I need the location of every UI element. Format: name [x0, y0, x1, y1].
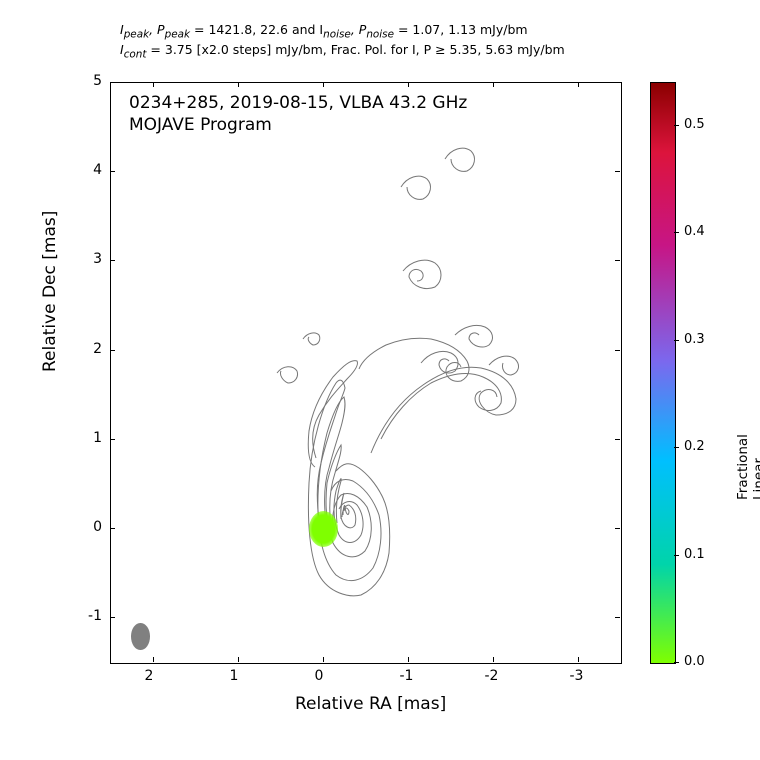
x-tick-mark [493, 82, 494, 87]
colorbar [650, 82, 676, 664]
y-tick-mark [110, 528, 115, 529]
y-axis-label: Relative Dec [mas] [40, 211, 60, 372]
hdr-t: = 3.75 [x2.0 steps] mJy/bm, Frac. Pol. f… [146, 42, 564, 57]
contour-path [455, 325, 492, 347]
x-tick-label: -2 [485, 668, 499, 684]
hdr-t: = 1421.8, 22.6 and I [190, 22, 323, 37]
hdr-t: noise [366, 29, 394, 41]
hdr-t: peak [124, 29, 149, 41]
beam-ellipse [131, 623, 150, 650]
x-tick-mark [578, 82, 579, 87]
x-tick-mark [238, 657, 239, 662]
hdr-t: = 1.07, 1.13 mJy/bm [394, 22, 528, 37]
figure-root: Ipeak, Ppeak = 1421.8, 22.6 and Inoise, … [0, 0, 760, 760]
x-tick-mark [323, 657, 324, 662]
y-tick-label: -1 [62, 608, 102, 624]
colorbar-tick-mark [674, 232, 679, 233]
colorbar-tick-mark [674, 340, 679, 341]
contour-path [401, 176, 430, 199]
contour-map [111, 83, 621, 663]
contour-path [445, 148, 474, 171]
y-tick-label: 5 [62, 73, 102, 89]
colorbar-tick-label: 0.2 [684, 439, 705, 454]
colorbar-tick-label: 0.0 [684, 654, 705, 669]
y-tick-mark [615, 171, 620, 172]
contour-path [318, 397, 381, 581]
y-tick-label: 4 [62, 162, 102, 178]
y-tick-mark [615, 439, 620, 440]
y-tick-mark [110, 260, 115, 261]
x-tick-mark [408, 657, 409, 662]
x-tick-label: -1 [400, 668, 414, 684]
x-tick-label: 0 [315, 668, 324, 684]
y-tick-mark [615, 528, 620, 529]
header-titles: Ipeak, Ppeak = 1421.8, 22.6 and Inoise, … [120, 22, 565, 61]
colorbar-tick-label: 0.1 [684, 547, 705, 562]
y-tick-mark [110, 617, 115, 618]
colorbar-tick-label: 0.3 [684, 332, 705, 347]
contour-path [403, 260, 441, 288]
contour-path [343, 505, 349, 515]
y-tick-mark [110, 350, 115, 351]
contour-path [371, 367, 516, 453]
x-tick-mark [153, 657, 154, 662]
hdr-t: , P [149, 22, 165, 37]
colorbar-tick-mark [674, 555, 679, 556]
y-tick-mark [110, 439, 115, 440]
x-axis-label: Relative RA [mas] [295, 694, 446, 714]
x-tick-mark [578, 657, 579, 662]
hdr-t: noise [323, 29, 351, 41]
x-tick-mark [153, 82, 154, 87]
contour-path [303, 333, 320, 345]
colorbar-tick-label: 0.4 [684, 224, 705, 239]
y-tick-mark [110, 82, 115, 83]
x-tick-label: 2 [145, 668, 154, 684]
colorbar-tick-label: 0.5 [684, 117, 705, 132]
header-line1: Ipeak, Ppeak = 1421.8, 22.6 and Inoise, … [120, 22, 565, 42]
y-tick-mark [615, 350, 620, 351]
x-tick-mark [408, 82, 409, 87]
y-tick-label: 3 [62, 251, 102, 267]
hdr-t: , P [351, 22, 367, 37]
y-tick-mark [110, 171, 115, 172]
contour-path [308, 361, 357, 467]
y-tick-mark [615, 617, 620, 618]
polarization-core [309, 511, 338, 547]
y-tick-label: 2 [62, 341, 102, 357]
colorbar-tick-mark [674, 447, 679, 448]
x-tick-mark [493, 657, 494, 662]
plot-area: 0234+285, 2019-08-15, VLBA 43.2 GHz MOJA… [110, 82, 622, 664]
contour-path [277, 367, 298, 383]
hdr-t: peak [165, 29, 190, 41]
x-tick-label: -3 [570, 668, 584, 684]
y-tick-label: 1 [62, 430, 102, 446]
colorbar-label: Fractional Linear Polarization [735, 422, 760, 500]
colorbar-tick-mark [674, 662, 679, 663]
header-line2: Icont = 3.75 [x2.0 steps] mJy/bm, Frac. … [120, 42, 565, 62]
x-tick-mark [323, 82, 324, 87]
hdr-t: cont [124, 48, 147, 60]
y-tick-label: 0 [62, 519, 102, 535]
colorbar-tick-mark [674, 125, 679, 126]
x-tick-mark [238, 82, 239, 87]
y-tick-mark [615, 82, 620, 83]
y-tick-mark [615, 260, 620, 261]
x-tick-label: 1 [230, 668, 239, 684]
